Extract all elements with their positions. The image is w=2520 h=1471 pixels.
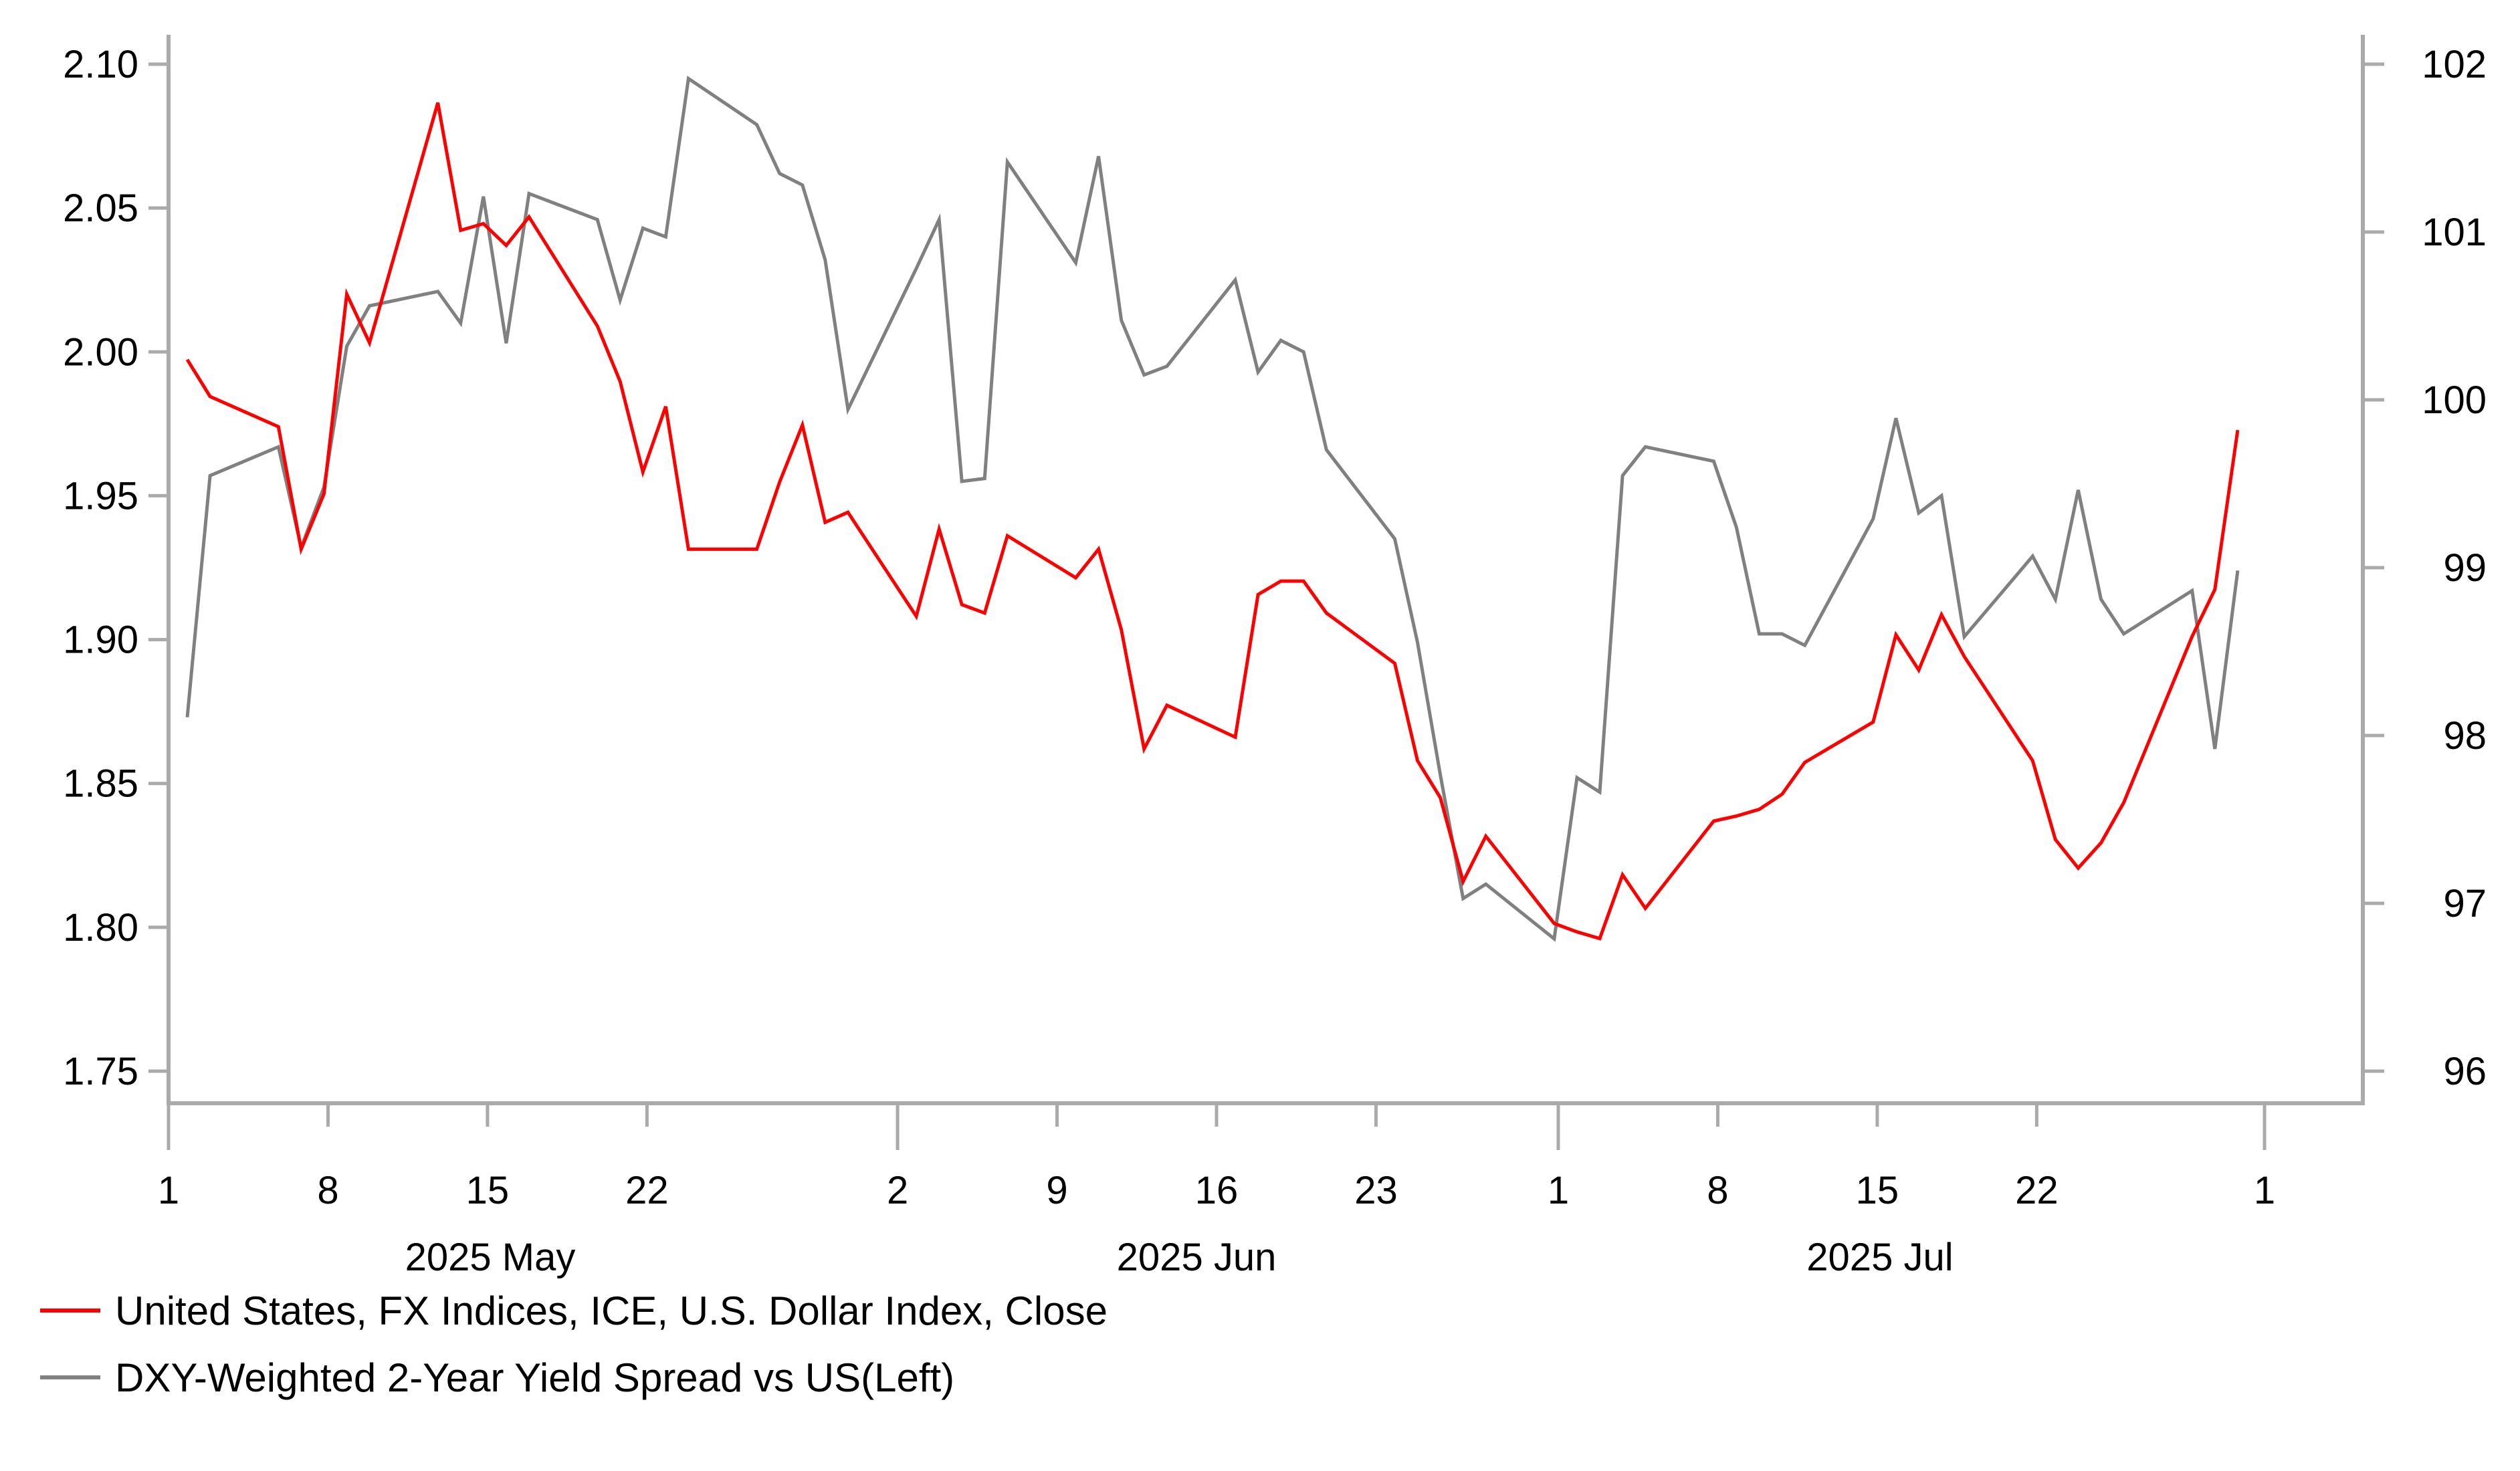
x-tick-label: 8: [317, 1169, 338, 1212]
legend: United States, FX Indices, ICE, U.S. Dol…: [40, 1277, 1108, 1411]
x-tick-label: 1: [1548, 1169, 1569, 1212]
right-tick-label: 96: [2443, 1050, 2487, 1093]
x-tick-label: 15: [1856, 1169, 1899, 1212]
left-tick-label: 1.85: [63, 762, 138, 806]
legend-label-yield-spread: DXY-Weighted 2-Year Yield Spread vs US(L…: [115, 1355, 955, 1400]
left-tick-label: 1.95: [63, 474, 138, 518]
legend-swatch-gray: [40, 1375, 100, 1379]
x-month-label: 2025 Jul: [1806, 1236, 1953, 1279]
x-tick-label: 16: [1195, 1169, 1239, 1212]
x-tick-label: 8: [1707, 1169, 1728, 1212]
series-line-dxy: [185, 102, 2240, 941]
x-tick-label: 2: [887, 1169, 908, 1212]
right-tick-label: 101: [2422, 211, 2487, 254]
right-tick-label: 99: [2443, 546, 2487, 590]
x-month-label: 2025 May: [405, 1236, 576, 1279]
legend-label-dxy: United States, FX Indices, ICE, U.S. Dol…: [115, 1288, 1108, 1333]
series-line-yield-spread: [185, 76, 2240, 942]
x-tick-label: 15: [466, 1169, 510, 1212]
right-tick-label: 98: [2443, 714, 2487, 758]
x-tick-label: 9: [1046, 1169, 1067, 1212]
x-tick-label: 1: [158, 1169, 179, 1212]
series-layer: [185, 76, 2240, 942]
x-tick-label: 23: [1354, 1169, 1398, 1212]
left-tick-label: 2.05: [63, 187, 138, 230]
x-month-label: 2025 Jun: [1117, 1236, 1277, 1279]
left-tick-label: 2.00: [63, 330, 138, 374]
left-tick-label: 1.80: [63, 906, 138, 949]
right-tick-label: 102: [2422, 43, 2487, 86]
right-tick-label: 100: [2422, 378, 2487, 422]
left-tick-label: 2.10: [63, 43, 138, 86]
x-tick-label: 22: [2015, 1169, 2059, 1212]
legend-swatch-red: [40, 1309, 100, 1313]
legend-item-dxy: United States, FX Indices, ICE, U.S. Dol…: [40, 1277, 1108, 1344]
legend-item-yield-spread: DXY-Weighted 2-Year Yield Spread vs US(L…: [40, 1344, 1108, 1411]
axes: 1.751.801.851.901.952.002.052.1096979899…: [63, 35, 2487, 1279]
x-tick-label: 1: [2254, 1169, 2275, 1212]
left-tick-label: 1.75: [63, 1050, 138, 1093]
right-tick-label: 97: [2443, 882, 2487, 925]
x-tick-label: 22: [625, 1169, 669, 1212]
left-tick-label: 1.90: [63, 618, 138, 662]
